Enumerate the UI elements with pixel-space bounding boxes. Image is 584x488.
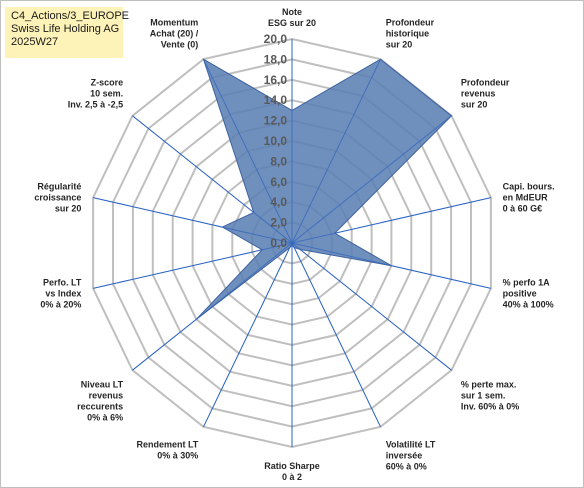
tick-label: 0,0 xyxy=(270,236,287,250)
spoke-overlay-3 xyxy=(291,197,491,244)
axis-label-line: 0 à 60 G€ xyxy=(503,203,543,213)
axis-label-3: Capi. bours. en MdEUR 0 à 60 G€ xyxy=(503,181,555,213)
radar-series xyxy=(93,39,491,447)
spoke-overlay-2 xyxy=(291,115,452,244)
axis-label-line: 0 à 2 xyxy=(282,472,302,482)
axis-label-13: Momentum Achat (20) / Vente (0) xyxy=(150,17,199,49)
axis-label-line: Inv. 2,5 à -2,5 xyxy=(68,99,123,109)
axis-label-11: Régularité croissance sur 20 xyxy=(34,181,81,213)
axis-label-1: Profondeur historique sur 20 xyxy=(386,17,435,49)
axis-label-line: Régularité xyxy=(37,181,81,191)
axis-label-0: Note ESG sur 20 xyxy=(268,7,316,28)
axis-label-12: Z-score 10 sem. Inv. 2,5 à -2,5 xyxy=(68,77,123,109)
radar-tick-labels: 0,0 2,0 4,0 6,0 8,0 10,0 12,0 14,0 16,0 18,0 20,0 xyxy=(264,32,288,250)
spoke-overlay-12 xyxy=(132,115,293,244)
axis-label-line: 60% à 0% xyxy=(386,462,427,472)
tick-label: 20,0 xyxy=(264,32,288,46)
axis-label-2: Profondeur revenus sur 20 xyxy=(461,77,510,109)
axis-label-line: Note xyxy=(282,7,302,17)
axis-label-line: en MdEUR xyxy=(503,192,549,202)
axis-label-line: historique xyxy=(386,28,430,38)
axis-label-5: % perte max. sur 1 sem. Inv. 60% à 0% xyxy=(461,380,519,412)
tick-label: 6,0 xyxy=(270,175,287,189)
title-category: C4_Actions/3_EUROPE xyxy=(11,10,129,22)
axis-label-line: reccurents xyxy=(77,402,123,412)
tick-label: 16,0 xyxy=(264,73,288,87)
radar-axis-labels: Note ESG sur 20 Profondeur historique sur 20… xyxy=(34,7,554,482)
axis-label-line: % perfo 1A xyxy=(503,278,551,288)
axis-label-8: Rendement LT 0% à 30% xyxy=(136,440,198,461)
axis-label-line: vs Index xyxy=(45,289,81,299)
axis-label-line: Capi. bours. xyxy=(503,181,555,191)
axis-label-line: 40% à 100% xyxy=(503,300,554,310)
spoke-overlay-5 xyxy=(291,242,452,371)
axis-label-7: Ratio Sharpe 0 à 2 xyxy=(264,461,320,482)
tick-label: 8,0 xyxy=(270,154,287,168)
spoke-overlay-6 xyxy=(291,242,381,427)
tick-label: 10,0 xyxy=(264,134,288,148)
axis-label-line: sur 20 xyxy=(55,203,82,213)
spoke-overlay-4 xyxy=(291,242,491,289)
spoke-overlay-1 xyxy=(291,59,381,244)
chart-title-box: C4_Actions/3_EUROPE Swiss Life Holding A… xyxy=(5,7,129,58)
axis-label-line: sur 20 xyxy=(386,39,413,49)
axis-label-line: Rendement LT xyxy=(136,440,198,450)
axis-label-line: Achat (20) / xyxy=(150,28,199,38)
axis-label-line: revenus xyxy=(461,88,496,98)
tick-label: 18,0 xyxy=(264,52,288,66)
series-area xyxy=(195,58,453,320)
title-week: 2025W27 xyxy=(11,36,59,48)
axis-label-line: ESG sur 20 xyxy=(268,18,316,28)
axis-label-line: sur 20 xyxy=(461,99,488,109)
axis-label-4: % perfo 1A positive 40% à 100% xyxy=(503,278,554,310)
axis-label-6: Volatilité LT inversée 60% à 0% xyxy=(386,440,436,472)
spoke-overlay-10 xyxy=(93,242,293,289)
axis-label-line: inversée xyxy=(386,451,423,461)
axis-label-line: Inv. 60% à 0% xyxy=(461,402,519,412)
axis-label-line: Ratio Sharpe xyxy=(264,461,320,471)
axis-label-line: % perte max. xyxy=(461,380,517,390)
axis-label-line: Z-score xyxy=(91,77,124,87)
axis-label-line: Profondeur xyxy=(386,17,435,27)
spoke-overlay-13 xyxy=(203,59,293,244)
tick-label: 4,0 xyxy=(270,195,287,209)
axis-label-line: 0% à 30% xyxy=(157,451,198,461)
axis-label-line: sur 1 sem. xyxy=(461,391,506,401)
axis-label-line: 10 sem. xyxy=(90,88,123,98)
axis-label-10: Perfo. LT vs Index 0% à 20% xyxy=(40,278,82,310)
axis-label-line: Vente (0) xyxy=(161,39,199,49)
title-company: Swiss Life Holding AG xyxy=(11,23,120,35)
tick-label: 12,0 xyxy=(264,114,288,128)
axis-label-line: Profondeur xyxy=(461,77,510,87)
axis-label-line: revenus xyxy=(89,391,124,401)
axis-label-line: Perfo. LT xyxy=(43,278,82,288)
tick-label: 2,0 xyxy=(270,216,287,230)
axis-label-9: Niveau LT revenus reccurents 0% à 6% xyxy=(77,380,124,423)
spoke-overlay-9 xyxy=(132,242,293,371)
axis-label-line: Momentum xyxy=(150,17,198,27)
axis-label-line: 0% à 6% xyxy=(87,413,123,423)
axis-label-line: Niveau LT xyxy=(81,380,124,390)
axis-label-line: positive xyxy=(503,289,537,299)
axis-label-line: croissance xyxy=(34,192,81,202)
spoke-overlay-8 xyxy=(203,242,293,427)
axis-label-line: 0% à 20% xyxy=(40,300,81,310)
spoke-overlay-11 xyxy=(93,197,293,244)
tick-label: 14,0 xyxy=(264,93,288,107)
axis-label-line: Volatilité LT xyxy=(386,440,436,450)
